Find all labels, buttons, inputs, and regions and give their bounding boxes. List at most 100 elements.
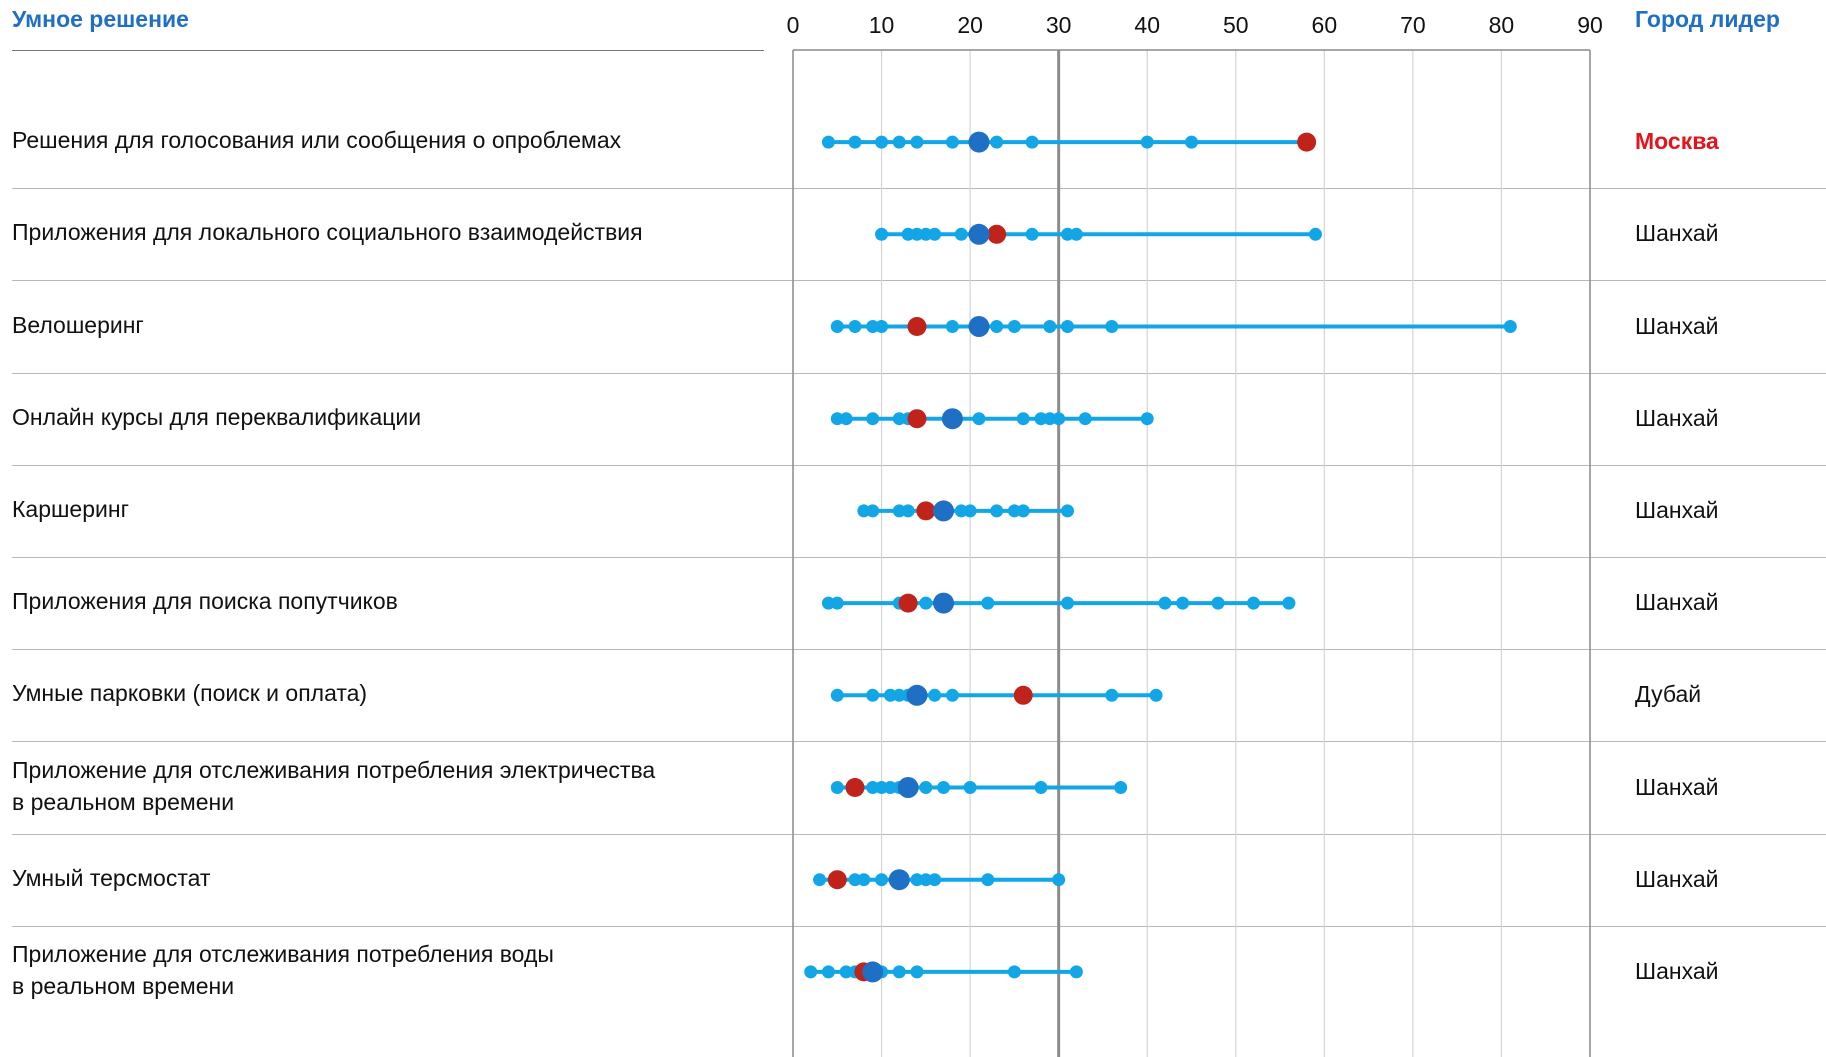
x-tick-label: 10 <box>869 12 895 38</box>
city-dot <box>919 596 933 610</box>
city-dot <box>1061 504 1075 518</box>
city-dot <box>1176 596 1190 610</box>
x-tick-label: 70 <box>1400 12 1426 38</box>
leader-city: Шанхай <box>1635 589 1719 616</box>
city-dot <box>937 781 951 794</box>
moscow-dot <box>1297 132 1317 152</box>
city-dot <box>1211 596 1225 610</box>
row-label: Онлайн курсы для переквалификации <box>12 401 772 433</box>
leader-city: Шанхай <box>1635 496 1719 523</box>
x-tick-label: 0 <box>787 12 800 38</box>
city-dot <box>1007 965 1021 979</box>
city-dot <box>1034 781 1048 794</box>
row-label-line: в реальном времени <box>12 788 235 815</box>
average-dot <box>862 961 884 983</box>
moscow-dot <box>987 224 1007 244</box>
city-dot <box>1052 873 1066 887</box>
row-label: Каршеринг <box>12 493 772 525</box>
leader-city: Шанхай <box>1635 957 1719 984</box>
row-separator <box>12 280 1826 282</box>
leader-city: Дубай <box>1635 681 1702 708</box>
city-dot <box>830 320 844 333</box>
moscow-dot <box>1013 685 1033 705</box>
leader-city: Шанхай <box>1635 865 1719 892</box>
city-dot <box>866 412 880 426</box>
leader-city: Шанхай <box>1635 220 1719 247</box>
city-dot <box>1078 412 1092 426</box>
average-dot <box>968 131 990 153</box>
city-dot <box>1105 688 1119 702</box>
row-label: Приложения для локального социального вз… <box>12 216 772 248</box>
column-header-leader-city: Город лидер <box>1635 6 1780 32</box>
moscow-dot <box>907 409 927 429</box>
city-dot <box>1069 227 1083 241</box>
row-separator <box>12 188 1826 190</box>
city-dot <box>910 965 924 979</box>
row-separator <box>12 464 1826 466</box>
city-dot <box>1016 412 1030 426</box>
row-label-line: Велошеринг <box>12 311 144 338</box>
average-dot <box>906 684 928 706</box>
city-dot <box>1025 135 1039 149</box>
row-label-line: Приложение для отслеживания потребления … <box>12 940 554 967</box>
city-dot <box>804 965 818 979</box>
moscow-dot <box>898 593 918 613</box>
city-dot <box>1061 596 1075 610</box>
city-dot <box>945 135 959 149</box>
x-tick-label: 80 <box>1489 12 1515 38</box>
city-dot <box>1052 412 1066 426</box>
city-dot <box>990 135 1004 149</box>
city-dot <box>972 412 986 426</box>
city-dot <box>1149 688 1163 702</box>
city-dot <box>866 504 880 518</box>
city-dot <box>990 320 1004 333</box>
city-dot <box>839 412 853 426</box>
city-dot <box>1069 965 1083 979</box>
city-dot <box>1140 135 1154 149</box>
city-dot <box>1114 781 1128 794</box>
city-dot <box>830 688 844 702</box>
x-tick-label: 20 <box>957 12 983 38</box>
x-tick-label: 60 <box>1312 12 1338 38</box>
city-dot <box>821 965 835 979</box>
city-dot <box>1016 504 1030 518</box>
city-dot <box>1043 320 1057 333</box>
column-header-solution: Умное решение <box>12 6 189 32</box>
city-dot <box>875 135 889 149</box>
city-dot <box>1140 412 1154 426</box>
city-dot <box>830 781 844 794</box>
city-dot <box>892 135 906 149</box>
average-dot <box>933 592 955 614</box>
row-label: Решения для голосования или сообщения о … <box>12 124 772 156</box>
row-separator <box>12 372 1826 374</box>
city-dot <box>963 504 977 518</box>
city-dot <box>1158 596 1172 610</box>
city-dot <box>928 227 942 241</box>
row-separator <box>12 557 1826 558</box>
city-dot <box>901 504 915 518</box>
row-label-line: Каршеринг <box>12 495 129 522</box>
city-dot <box>1308 227 1322 241</box>
header-divider <box>12 50 764 51</box>
city-dot <box>1185 135 1198 149</box>
row-separator <box>12 833 1826 835</box>
row-separator <box>12 741 1826 743</box>
row-label: Приложения для поиска попутчиков <box>12 585 772 617</box>
row-label-line: Приложение для отслеживания потребления … <box>12 756 656 783</box>
average-dot <box>933 500 955 522</box>
row-separator <box>12 925 1826 927</box>
row-label-line: в реальном времени <box>12 972 235 999</box>
average-dot <box>968 223 990 245</box>
city-dot <box>857 873 871 887</box>
city-dot <box>910 135 924 149</box>
city-dot <box>813 873 827 887</box>
city-dot <box>928 688 942 702</box>
row-label-line: Умный терсмостат <box>12 864 211 891</box>
row-label: Умные парковки (поиск и оплата) <box>12 677 772 709</box>
row-label-line: Решения для голосования или сообщения о … <box>12 127 622 154</box>
city-dot <box>919 781 933 794</box>
moscow-dot <box>916 501 936 521</box>
city-dot <box>892 965 906 979</box>
x-tick-label: 90 <box>1577 12 1603 38</box>
